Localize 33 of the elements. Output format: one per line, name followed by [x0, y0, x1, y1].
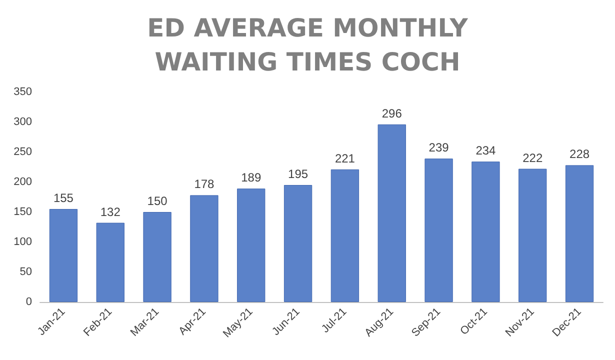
data-label: 150: [147, 194, 168, 208]
data-label: 132: [100, 204, 121, 219]
bar: [518, 168, 547, 302]
y-tick-label: 0: [26, 296, 32, 308]
bar: [49, 209, 78, 302]
data-label: 228: [570, 147, 590, 162]
data-label: 155: [53, 191, 74, 205]
bar: [96, 222, 124, 302]
data-label: 178: [194, 177, 215, 192]
y-tick-label: 150: [14, 206, 32, 218]
chart-title: ED AVERAGE MONTHLY WAITING TIMES COCH: [147, 14, 469, 76]
bar: [424, 158, 453, 302]
data-label: 234: [476, 144, 496, 158]
data-label: 222: [522, 150, 543, 165]
bar: [237, 188, 266, 302]
data-label: 189: [241, 170, 262, 185]
y-tick-label: 200: [14, 176, 32, 188]
y-tick-label: 350: [14, 86, 32, 98]
bar: [565, 165, 594, 302]
bar: [330, 169, 360, 302]
bar: [472, 162, 500, 302]
bar: [378, 124, 406, 302]
y-tick-label: 250: [14, 146, 32, 158]
data-label: 296: [382, 106, 402, 120]
y-tick-label: 100: [14, 236, 32, 248]
data-label: 221: [334, 151, 356, 166]
data-label: 195: [288, 167, 308, 181]
y-tick-label: 50: [20, 266, 32, 278]
bar: [143, 212, 172, 302]
y-tick-label: 300: [14, 116, 32, 128]
bar: [284, 185, 312, 302]
data-label: 239: [428, 140, 450, 155]
bar: [190, 195, 218, 302]
